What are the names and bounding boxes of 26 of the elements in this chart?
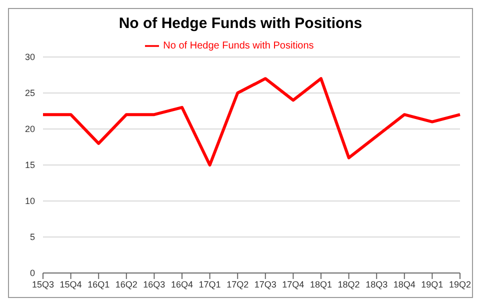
x-tick-label: 17Q3 xyxy=(254,279,276,290)
y-tick-label: 25 xyxy=(24,88,35,98)
x-tick-label: 16Q1 xyxy=(88,279,110,290)
x-tick-label: 17Q4 xyxy=(282,279,304,290)
x-tick-label: 18Q3 xyxy=(366,279,388,290)
legend-label: No of Hedge Funds with Positions xyxy=(163,40,314,52)
x-tick-label: 19Q1 xyxy=(421,279,444,290)
chart-title: No of Hedge Funds with Positions xyxy=(118,14,364,34)
y-tick-label: 0 xyxy=(30,268,35,278)
y-tick-label: 10 xyxy=(24,196,35,206)
x-tick-label: 16Q2 xyxy=(115,279,138,290)
y-tick-label: 5 xyxy=(30,232,35,242)
x-tick-label: 18Q1 xyxy=(310,279,332,290)
x-tick-label: 16Q4 xyxy=(170,279,194,290)
x-tick-label: 15Q4 xyxy=(60,279,82,290)
y-tick-label: 15 xyxy=(24,160,35,170)
x-tick-label: 15Q3 xyxy=(32,279,54,290)
x-tick-label: 18Q4 xyxy=(393,279,416,290)
x-tick-label: 19Q2 xyxy=(448,279,472,290)
x-tick-label: 17Q1 xyxy=(198,279,221,290)
y-tick-label: 30 xyxy=(24,52,35,62)
y-tick-label: 20 xyxy=(24,124,35,134)
line-series xyxy=(42,77,462,166)
x-tick-label: 18Q2 xyxy=(338,279,360,290)
x-tick-label: 16Q3 xyxy=(143,279,166,290)
x-tick-label: 17Q2 xyxy=(226,279,249,290)
